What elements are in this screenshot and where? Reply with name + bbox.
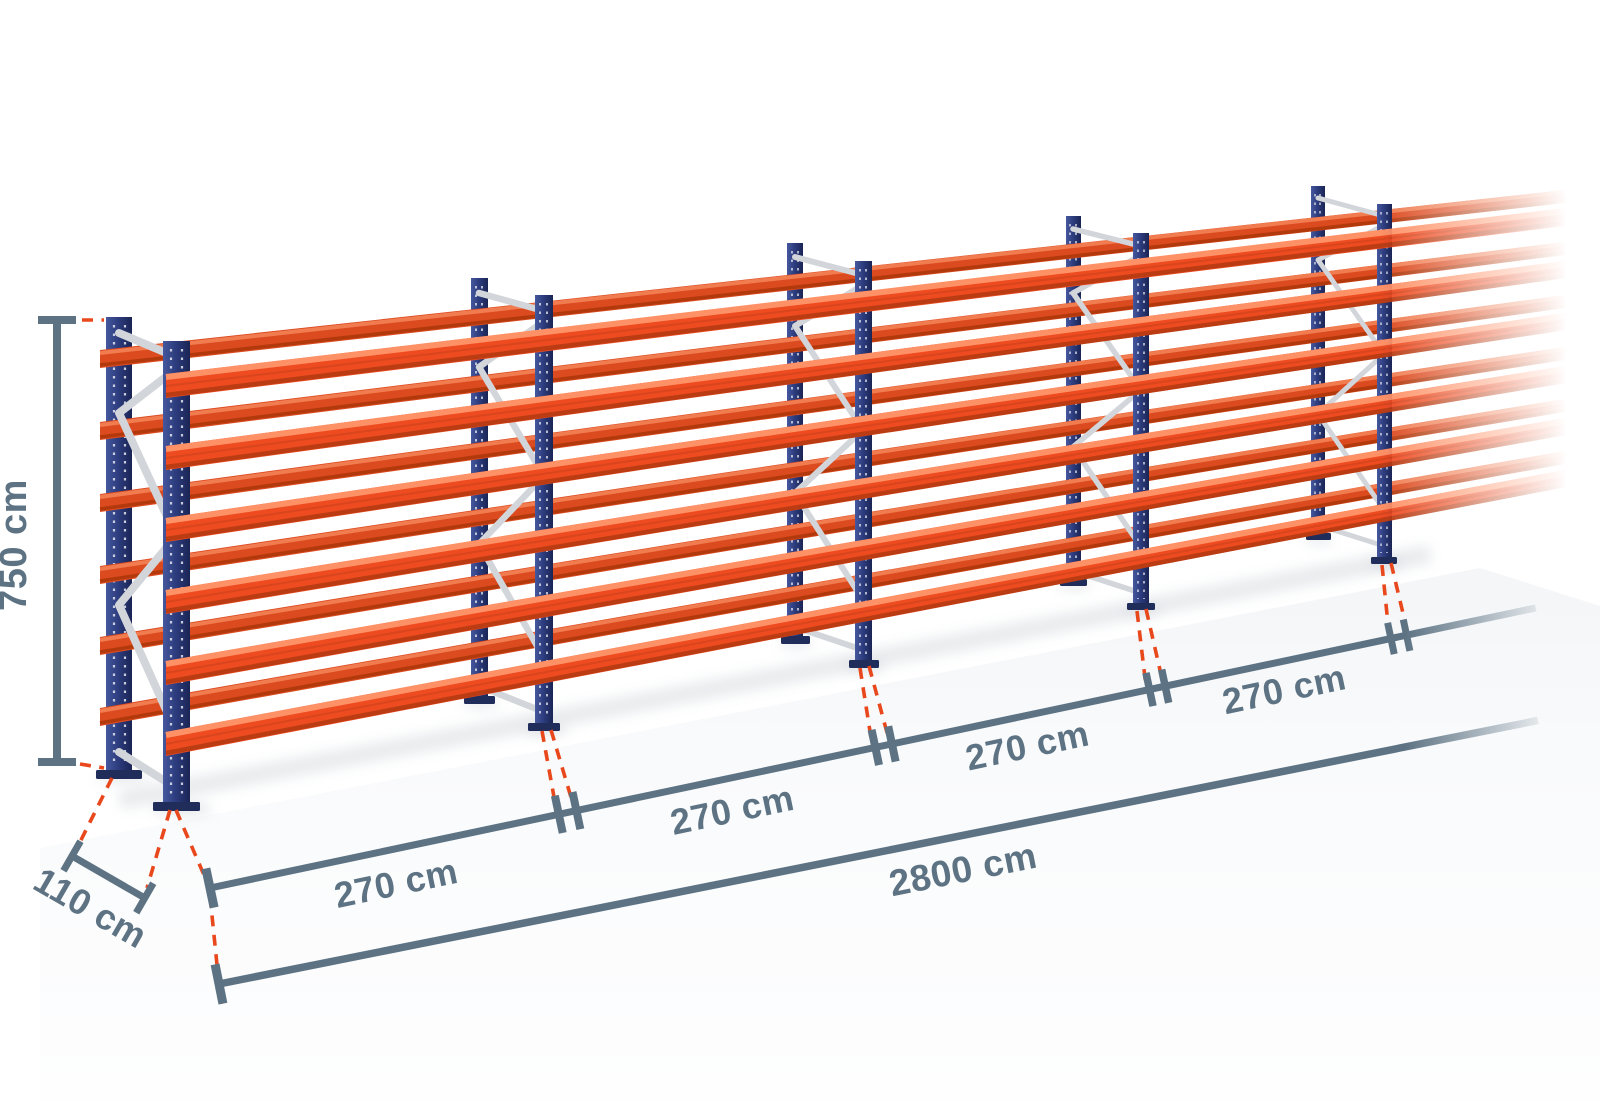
foot-plate [1127,603,1155,610]
dimension-tick [867,728,883,766]
front-beams [165,208,1566,756]
dimension-tick [1157,668,1173,704]
perforations [1137,241,1145,599]
front-beam-level [165,208,1566,398]
height-dimension-label: 750 cm [0,479,35,611]
back-beam-level [99,295,1566,512]
dimension-tick [884,725,900,763]
dimension-cap [38,758,76,766]
foot-plate [464,696,495,704]
back-beams [99,190,1566,726]
dimension-tick [550,794,567,834]
dimension-line [218,716,1539,988]
front-beam-level [165,313,1566,542]
foot-plate [153,802,200,811]
back-beam-level [99,242,1566,440]
dimension-tick [1142,672,1157,707]
leader-frame-2 [540,729,575,809]
dimension-tick [1399,618,1414,652]
front-beam-level [165,418,1566,685]
front-beam-level [165,470,1566,756]
dimension-line [70,852,147,902]
back-beam-level [99,451,1566,726]
height-dimension: 750 cm [0,316,76,766]
dimension-tick [201,867,219,909]
dimension-tick [133,881,157,915]
dimension-line [53,324,61,758]
dimension-tick [60,839,84,873]
perforations [539,303,548,719]
floor-plane [40,545,1600,1100]
foot-plate [96,770,142,779]
dimension-cap [38,316,76,324]
dimension-tick [210,963,228,1005]
leader-depth-far [74,777,114,851]
rack-floor-shadow [118,545,1432,809]
leader-height-bottom [79,762,105,770]
back-beam-level [99,399,1566,655]
dimension-tick [568,791,585,831]
perforations [112,325,127,765]
front-beam-level [165,261,1566,470]
back-upright [96,317,142,779]
back-beam-level [99,190,1566,368]
leader-depth-near [145,809,172,889]
perforations [1380,212,1388,553]
foot-plate [1371,557,1397,564]
front-beam-level [165,366,1566,614]
foot-plate [528,723,560,731]
frame-brace [115,329,180,792]
foot-plate [849,660,879,668]
foot-plate [781,636,810,644]
dimension-tick [1384,622,1398,655]
